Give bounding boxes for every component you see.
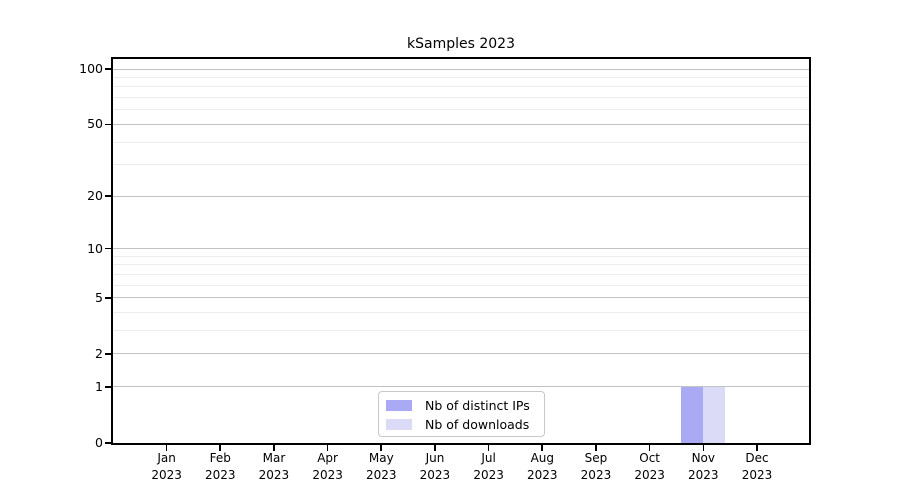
y-gridline-100 (113, 68, 809, 70)
y-gridline-minor-80 (113, 86, 809, 88)
y-tick-label-2: 2 (95, 345, 103, 361)
y-tick-100 (105, 68, 111, 70)
y-tick-label-100: 100 (79, 61, 103, 76)
x-tick-label-mar: Mar 2023 (258, 451, 290, 482)
x-tick-label-jun: Jun 2023 (419, 451, 451, 482)
x-tick-label-may: May 2023 (365, 451, 397, 482)
legend-swatch-downloads (386, 419, 412, 430)
chart-title: kSamples 2023 (407, 36, 515, 52)
y-tick-1 (105, 386, 111, 388)
x-tick-label-dec: Dec 2023 (741, 451, 773, 482)
y-gridline-minor-3 (113, 330, 809, 332)
x-tick-label-aug: Aug 2023 (527, 451, 558, 482)
legend: Nb of distinct IPs Nb of downloads (378, 391, 545, 437)
y-gridline-minor-30 (113, 164, 809, 166)
y-gridline-minor-4 (113, 312, 809, 314)
bar-nov-distinct-ips (681, 386, 704, 443)
y-gridline-20 (113, 195, 809, 197)
x-tick-may (380, 445, 383, 451)
x-tick-aug (541, 445, 544, 451)
plot-area (111, 57, 811, 445)
y-gridline-50 (113, 123, 809, 125)
x-tick-oct (648, 445, 651, 451)
y-tick-label-10: 10 (87, 240, 103, 256)
y-gridline-5 (113, 297, 809, 299)
x-tick-label-feb: Feb 2023 (204, 451, 236, 482)
y-tick-20 (105, 195, 111, 198)
y-tick-50 (105, 123, 111, 126)
y-gridline-10 (113, 248, 809, 250)
y-tick-label-5: 5 (95, 289, 103, 305)
y-gridline-minor-70 (113, 97, 809, 99)
x-tick-label-oct: Oct 2023 (634, 451, 665, 482)
y-tick-label-20: 20 (87, 188, 103, 204)
y-gridline-minor-7 (113, 273, 809, 275)
y-gridline-minor-90 (113, 76, 809, 78)
x-tick-label-sep: Sep 2023 (580, 451, 612, 482)
x-tick-jul (487, 445, 490, 451)
y-tick-label-0: 0 (95, 435, 103, 450)
y-tick-0 (105, 442, 111, 444)
x-tick-mar (273, 445, 275, 451)
y-tick-10 (105, 247, 111, 250)
legend-item-distinct-ips: Nb of distinct IPs (386, 396, 544, 415)
legend-label-distinct-ips: Nb of distinct IPs (425, 398, 530, 413)
bar-nov-downloads (703, 386, 726, 443)
x-tick-nov (702, 445, 705, 451)
x-tick-label-jul: Jul 2023 (473, 451, 504, 482)
y-gridline-minor-9 (113, 255, 809, 257)
y-gridline-2 (113, 353, 809, 355)
y-tick-2 (105, 353, 111, 355)
y-tick-label-50: 50 (87, 116, 103, 132)
x-tick-jan (165, 445, 168, 451)
legend-swatch-distinct-ips (386, 400, 412, 411)
x-tick-jun (434, 445, 436, 451)
y-gridline-minor-60 (113, 109, 809, 111)
y-tick-label-1: 1 (95, 378, 103, 394)
x-tick-sep (595, 445, 597, 451)
y-gridline-minor-8 (113, 264, 809, 266)
x-tick-feb (219, 445, 222, 451)
legend-label-downloads: Nb of downloads (425, 417, 530, 432)
y-gridline-minor-6 (113, 284, 809, 286)
y-tick-5 (105, 296, 111, 299)
x-tick-label-apr: Apr 2023 (312, 451, 343, 482)
x-tick-dec (756, 445, 758, 451)
legend-item-downloads: Nb of downloads (386, 415, 544, 434)
y-gridline-minor-40 (113, 141, 809, 143)
y-gridline-1 (113, 386, 809, 388)
x-tick-label-jan: Jan 2023 (151, 451, 182, 482)
x-tick-apr (326, 445, 329, 451)
x-tick-label-nov: Nov 2023 (688, 451, 719, 482)
